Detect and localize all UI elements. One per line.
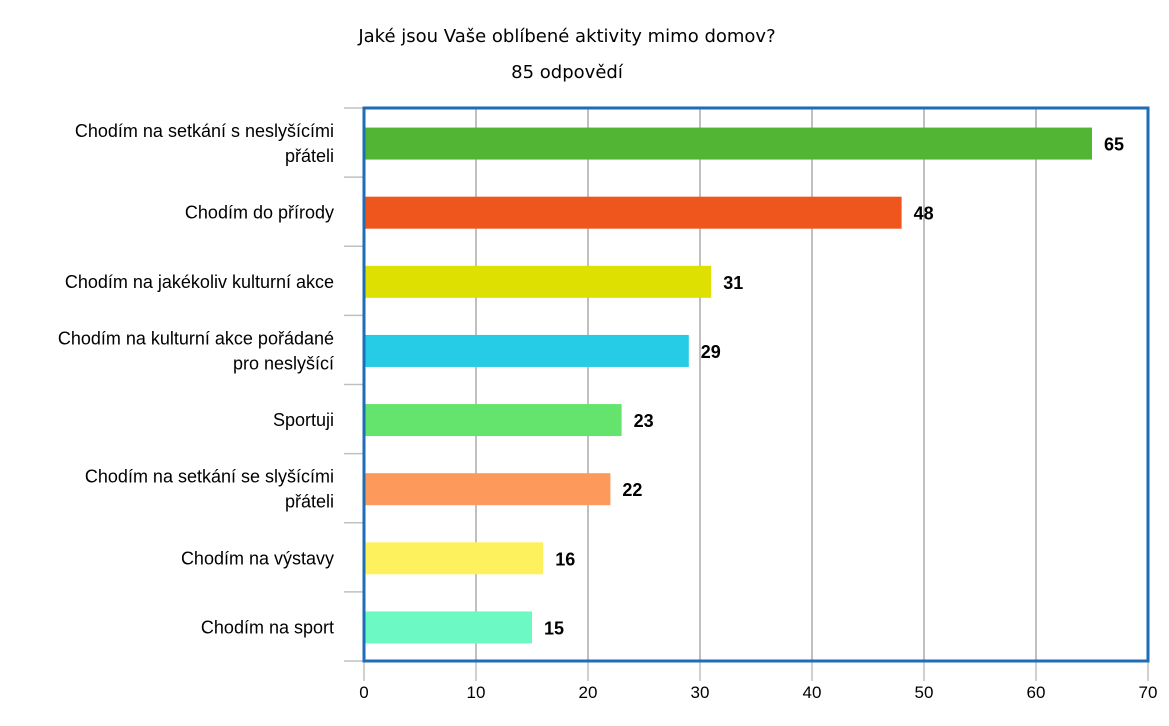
data-label: 31 <box>723 273 743 293</box>
bars: 65 48 31 29 23 22 16 15 <box>364 127 1124 644</box>
x-tick-label: 30 <box>691 683 710 702</box>
category-label: Chodím na setkání s neslyšícími přáteli <box>75 121 334 166</box>
category-label: Chodím na kulturní akce pořádané pro nesl… <box>58 328 334 373</box>
chart-title: Jaké jsou Vaše oblíbené aktivity mimo do… <box>357 26 775 47</box>
bar <box>364 473 611 506</box>
bar <box>364 334 689 367</box>
data-label: 15 <box>544 618 564 638</box>
bar <box>364 404 622 437</box>
x-axis: 0 10 20 30 40 50 60 70 <box>344 107 1158 702</box>
x-tick-label: 10 <box>467 683 486 702</box>
data-label: 16 <box>555 549 575 569</box>
chart-subtitle: 85 odpovědí <box>511 62 624 83</box>
category-label: Chodím do přírody <box>185 203 334 223</box>
category-label: Chodím na jakékoliv kulturní akce <box>65 272 334 292</box>
plot-area-border <box>362 106 1150 663</box>
data-label: 65 <box>1104 135 1124 155</box>
bar <box>364 611 532 644</box>
category-label: Chodím na setkání se slyšícími přáteli <box>85 467 334 512</box>
data-label: 48 <box>914 204 934 224</box>
bar <box>364 265 712 298</box>
x-tick-label: 20 <box>579 683 598 702</box>
category-label: Chodím na výstavy <box>181 548 334 568</box>
bar <box>364 542 544 575</box>
x-tick-label: 60 <box>1027 683 1046 702</box>
bar <box>364 127 1092 160</box>
x-tick-label: 70 <box>1139 683 1158 702</box>
gridlines <box>475 108 1037 661</box>
category-label: Chodím na sport <box>201 617 334 637</box>
category-labels: Chodím na setkání s neslyšícími přáteli Ch… <box>58 121 334 637</box>
data-label: 23 <box>634 411 654 431</box>
x-tick-label: 40 <box>803 683 822 702</box>
data-label: 29 <box>701 342 721 362</box>
data-label: 22 <box>622 480 642 500</box>
x-tick-label: 0 <box>359 683 368 702</box>
bar <box>364 196 902 229</box>
x-tick-label: 50 <box>915 683 934 702</box>
category-label: Sportuji <box>273 410 334 430</box>
